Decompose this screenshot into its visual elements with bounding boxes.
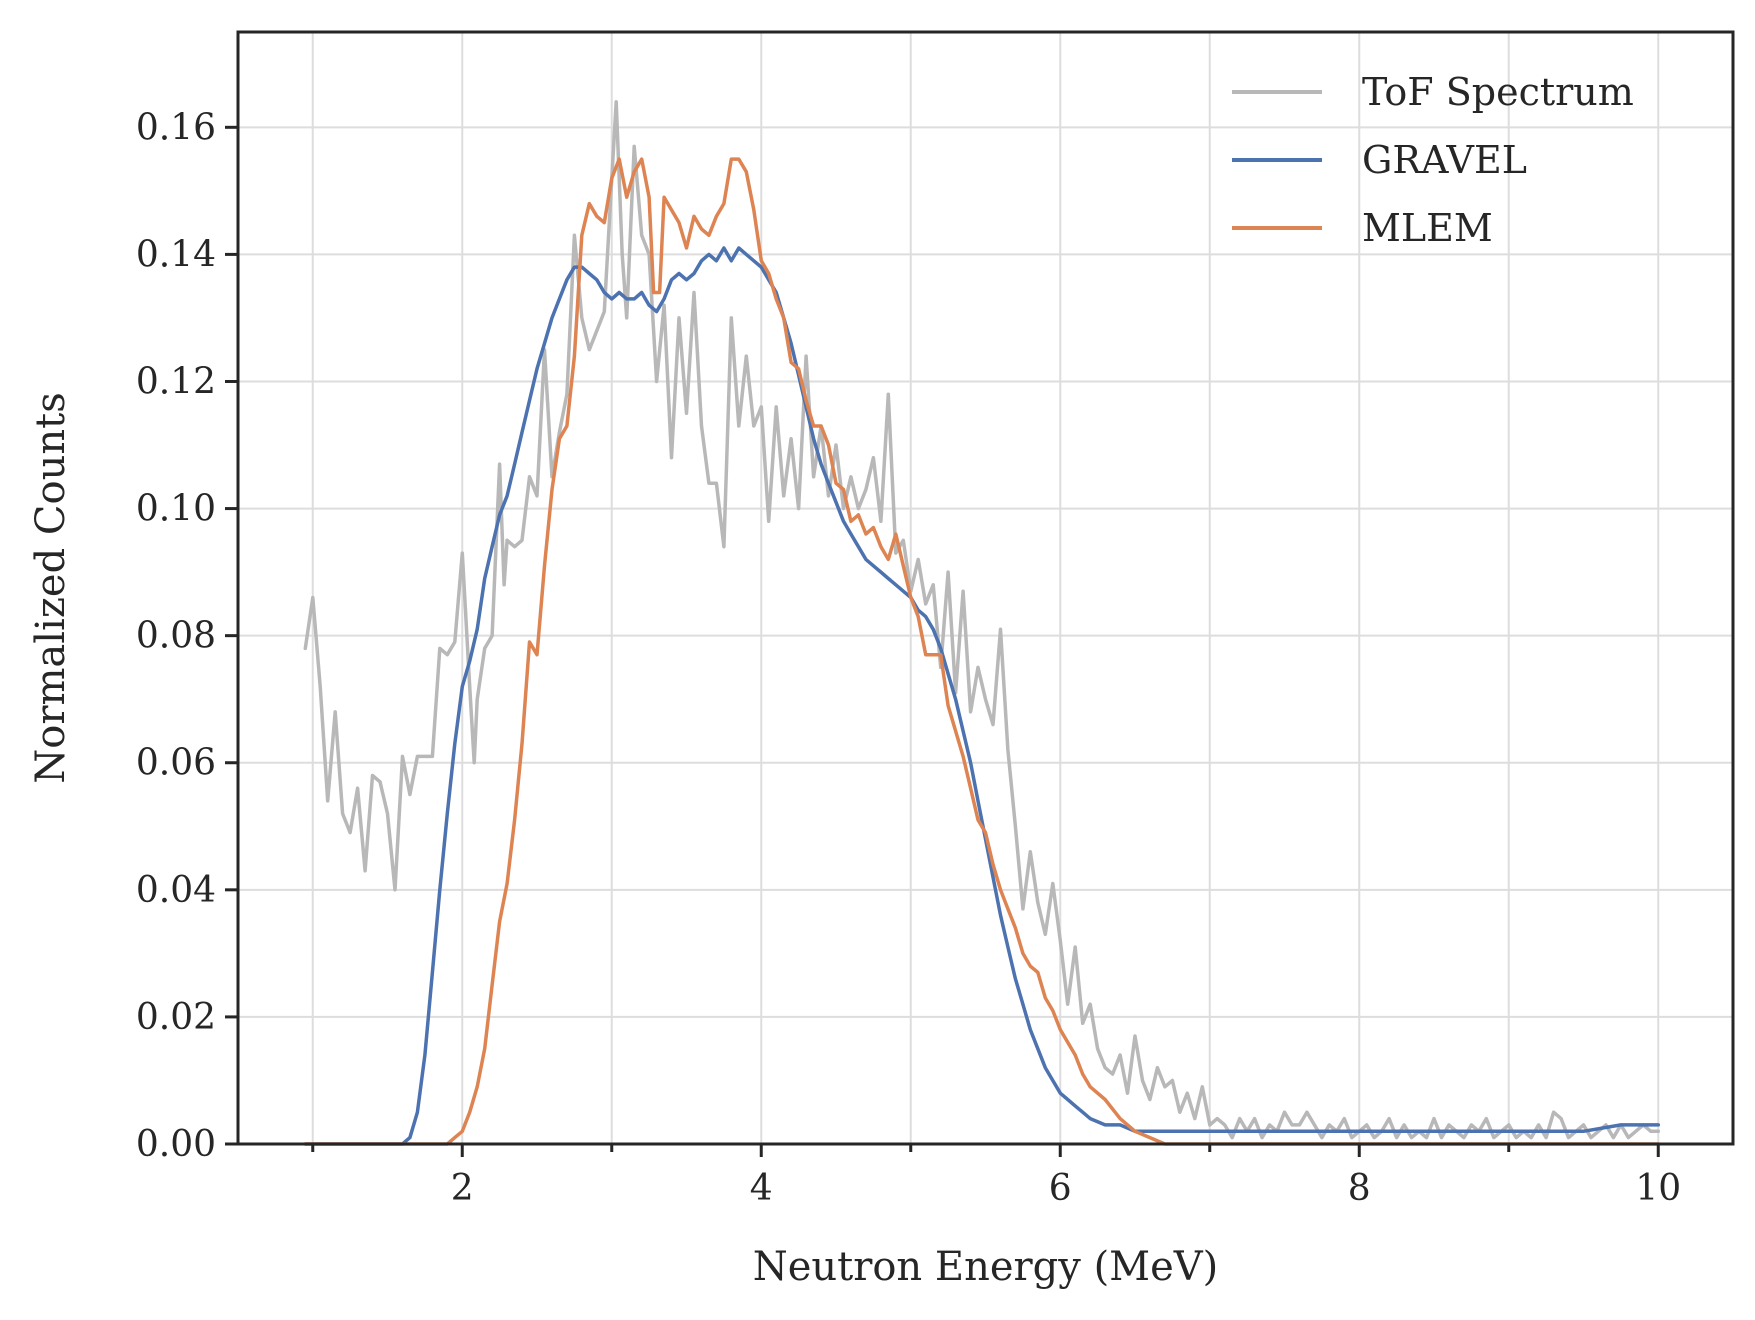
- legend: ToF Spectrum GRAVEL MLEM: [1232, 70, 1634, 250]
- legend-label: GRAVEL: [1362, 138, 1527, 182]
- legend-label: ToF Spectrum: [1362, 70, 1634, 114]
- axis-ticks: [225, 125, 1660, 1157]
- y-tick-label: 0.08: [136, 616, 216, 657]
- y-tick-label: 0.02: [136, 997, 216, 1038]
- axis-tick-labels: 2 4 6 8 10 0.00 0.02 0.04 0.06 0.08 0.10 0.12 0.14 0.…: [136, 107, 1681, 1209]
- x-tick-label: 8: [1348, 1168, 1371, 1209]
- y-axis-label: Normalized Counts: [28, 392, 74, 783]
- x-tick-label: 10: [1635, 1168, 1681, 1209]
- y-tick-label: 0.12: [136, 361, 216, 402]
- series-line-mlem: [303, 157, 1661, 1146]
- x-tick-label: 6: [1049, 1168, 1072, 1209]
- x-axis-label: Neutron Energy (MeV): [753, 1244, 1219, 1290]
- y-tick-label: 0.04: [136, 870, 216, 911]
- plot-frame: [236, 30, 1735, 1146]
- legend-label: MLEM: [1362, 206, 1493, 250]
- plot-series: [303, 100, 1661, 1146]
- y-tick-label: 0.14: [136, 234, 216, 275]
- x-tick-label: 2: [451, 1168, 474, 1209]
- y-tick-label: 0.00: [136, 1124, 216, 1165]
- y-tick-label: 0.16: [136, 107, 216, 148]
- y-tick-label: 0.10: [136, 489, 216, 530]
- y-tick-label: 0.06: [136, 743, 216, 784]
- x-tick-label: 4: [750, 1168, 773, 1209]
